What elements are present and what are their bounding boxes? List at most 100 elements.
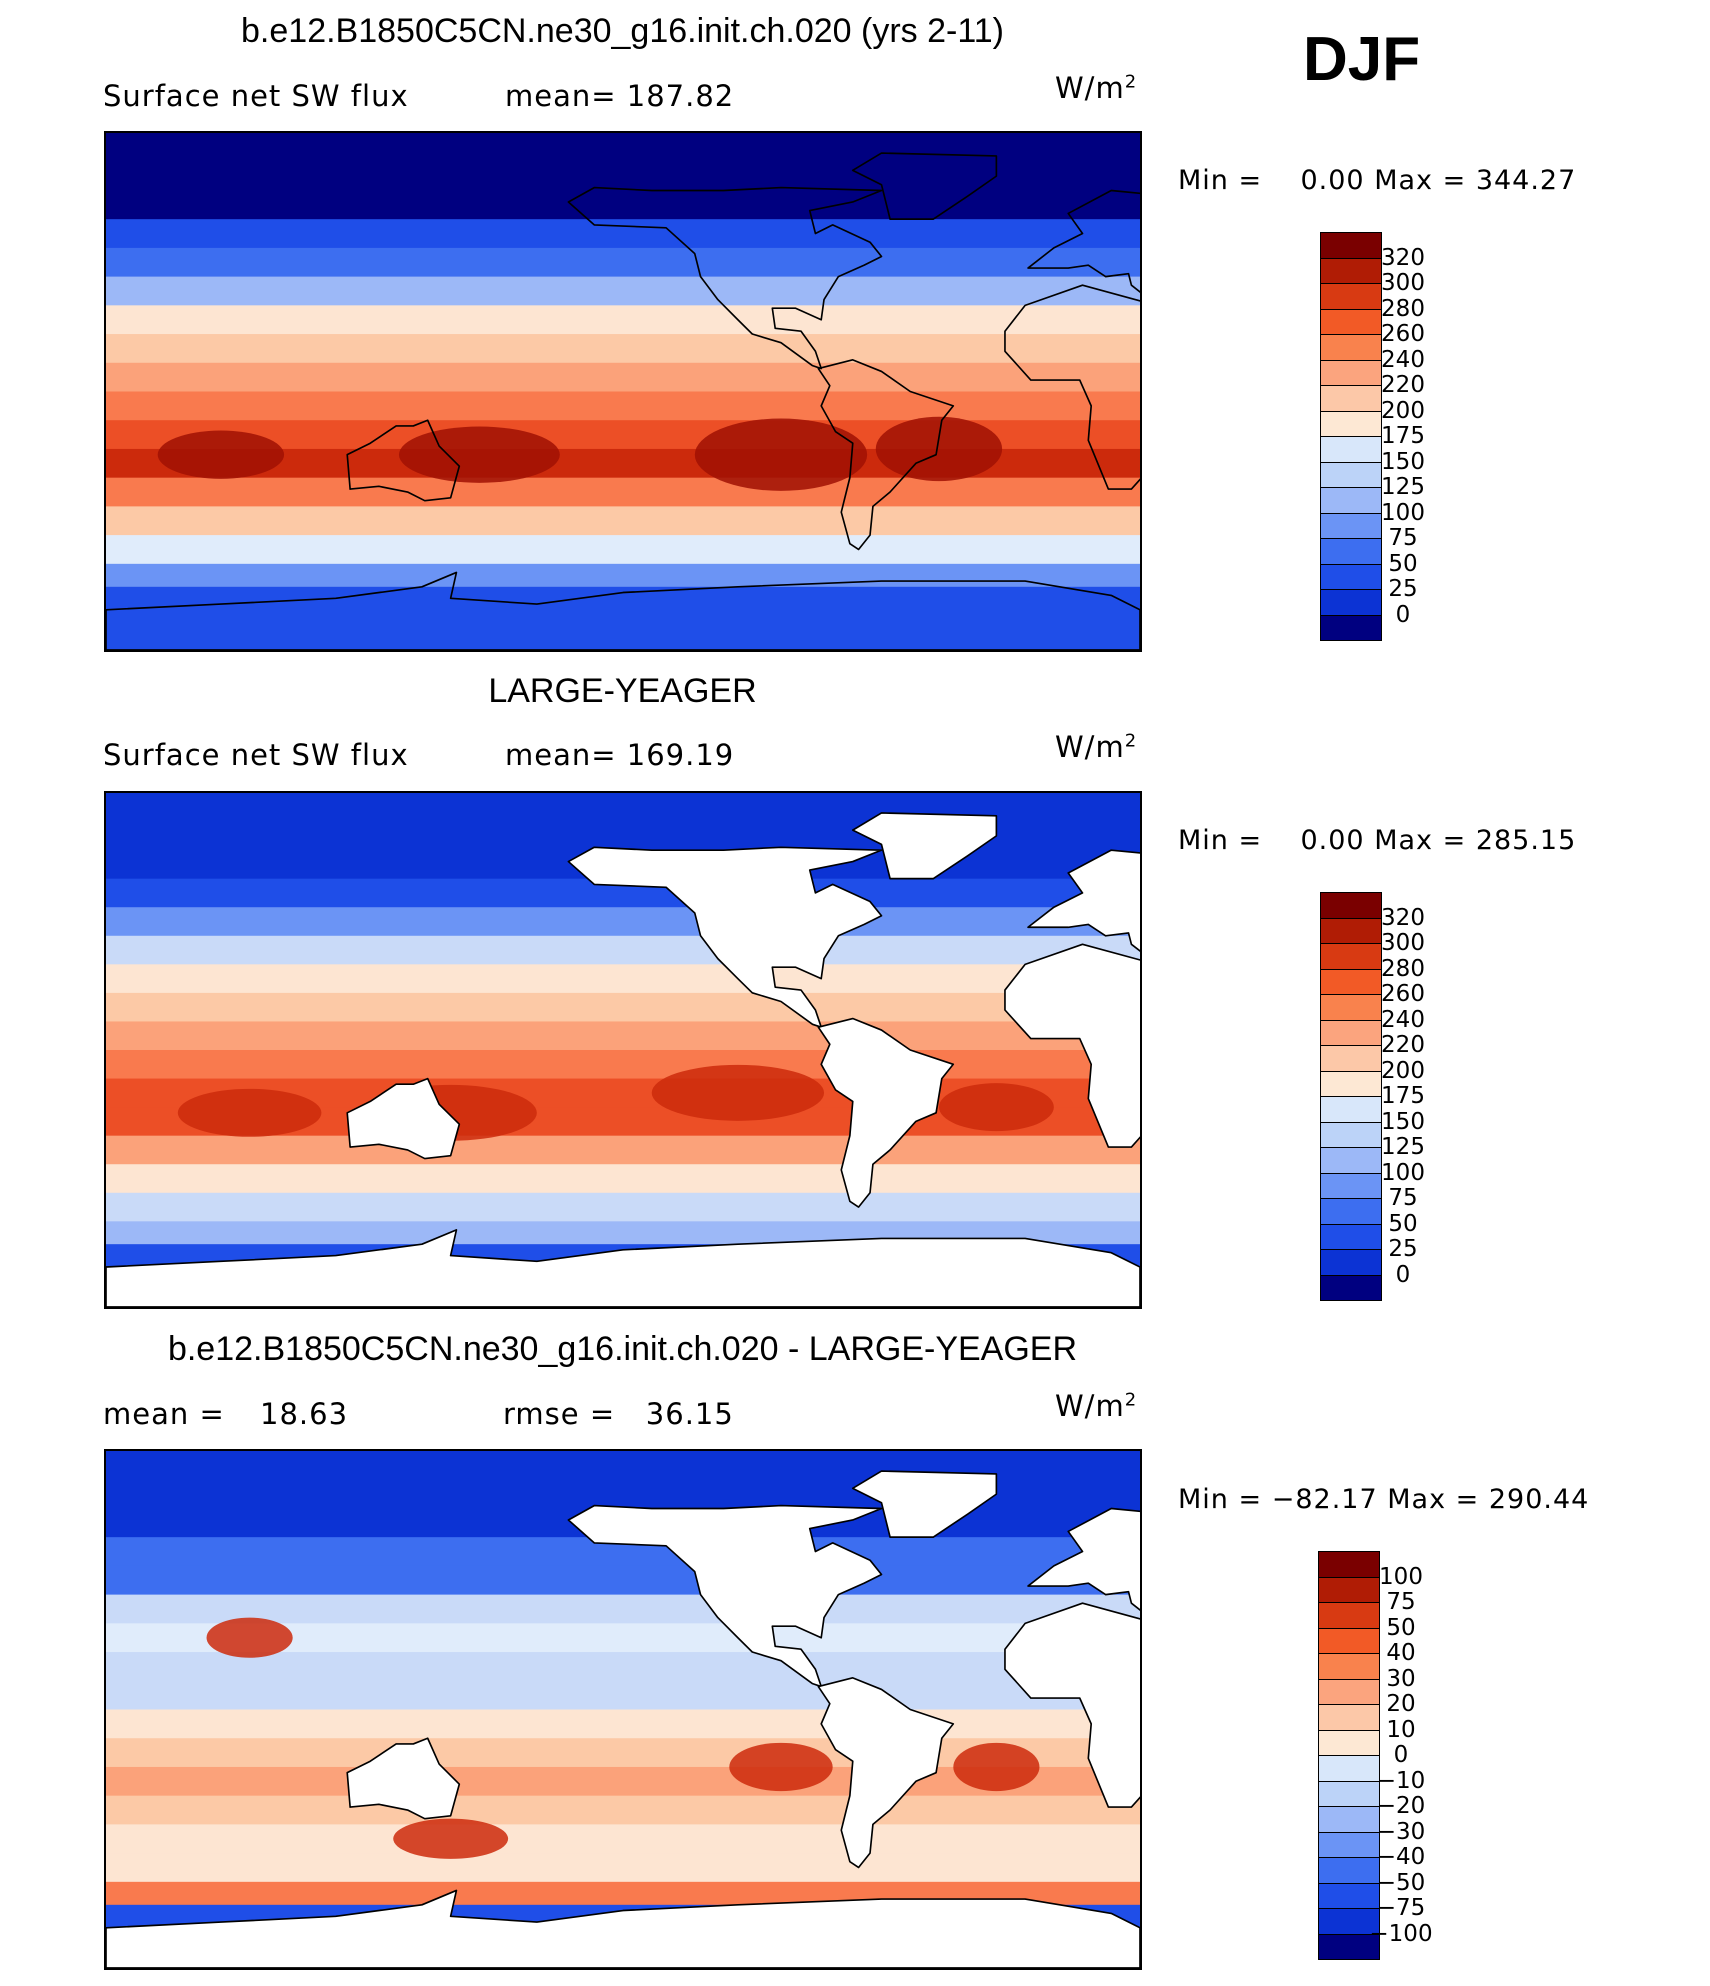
- colorbar-swatch: [1320, 969, 1382, 995]
- field-band: [106, 1594, 1140, 1624]
- colorbar-swatch: [1318, 1781, 1380, 1807]
- panel-3-rmse: rmse = 36.15: [503, 1397, 734, 1431]
- panel-1-map: [104, 131, 1142, 652]
- colorbar-tick-label: 0: [1395, 601, 1411, 628]
- colorbar-tick-label: 280: [1381, 955, 1425, 982]
- colorbar-swatch: [1320, 1097, 1382, 1123]
- field-band: [106, 907, 1140, 937]
- colorbar-swatch: [1318, 1705, 1380, 1731]
- panel-2-max-label: Max =: [1374, 825, 1467, 856]
- panel-1-units: W/m2: [1055, 71, 1137, 105]
- colorbar-tick-label: 10: [1386, 1716, 1416, 1743]
- colorbar-swatch: [1318, 1679, 1380, 1705]
- continent-greenland: [851, 812, 998, 880]
- colorbar-tick-label: −30: [1376, 1818, 1426, 1845]
- field-maximum: [206, 1617, 293, 1658]
- panel-3-rmse-value: 36.15: [645, 1397, 734, 1431]
- continent-namerica: [567, 186, 883, 370]
- continent-australia: [346, 1737, 461, 1820]
- season-label: DJF: [1303, 25, 1421, 94]
- field-band: [106, 563, 1140, 588]
- continent-eurasia: [1027, 849, 1140, 953]
- field-band: [106, 964, 1140, 994]
- colorbar-swatch: [1318, 1934, 1380, 1960]
- panel-1-variable-label: Surface net SW flux: [103, 79, 409, 113]
- colorbar-tick-label: 40: [1386, 1640, 1416, 1666]
- panel-1-units-text: W/m: [1055, 71, 1125, 105]
- field-band: [106, 133, 1140, 220]
- colorbar-tick-label: 0: [1393, 1742, 1409, 1768]
- colorbar-swatch: [1320, 539, 1382, 565]
- continent-australia: [346, 419, 461, 502]
- panel-1-colorbar: [1320, 232, 1382, 641]
- field-band: [106, 362, 1140, 393]
- colorbar-swatch: [1320, 437, 1382, 463]
- continent-namerica: [567, 846, 883, 1029]
- colorbar-tick-label: 220: [1381, 372, 1425, 398]
- field-band: [106, 506, 1140, 536]
- colorbar-tick-label: 260: [1381, 981, 1425, 1007]
- continent-greenland: [851, 1470, 998, 1538]
- colorbar-swatch: [1318, 1654, 1380, 1680]
- colorbar-tick-label: 200: [1381, 1057, 1425, 1084]
- colorbar-tick-label: 200: [1381, 397, 1425, 424]
- colorbar-tick-label: 280: [1381, 295, 1425, 322]
- colorbar-swatch: [1320, 1071, 1382, 1097]
- colorbar-tick-label: 150: [1381, 1108, 1425, 1135]
- colorbar-tick-label: 175: [1381, 1083, 1425, 1109]
- field-maximum: [651, 1064, 825, 1121]
- colorbar-swatch: [1320, 564, 1382, 590]
- colorbar-swatch: [1320, 1224, 1382, 1250]
- panel-2-mean: mean= 169.19: [505, 738, 734, 772]
- colorbar-tick-label: 260: [1381, 321, 1425, 347]
- colorbar-tick-label: 100: [1381, 499, 1425, 526]
- panel-3-map: [104, 1449, 1142, 1970]
- colorbar-swatch: [1320, 232, 1382, 259]
- panel-1-max-label: Max =: [1374, 165, 1467, 196]
- field-band: [106, 1853, 1140, 1883]
- field-map: [106, 133, 1140, 650]
- colorbar-tick-label: −20: [1376, 1793, 1426, 1819]
- continent-antarctica: [106, 1889, 1140, 1968]
- colorbar-swatch: [1320, 1173, 1382, 1199]
- colorbar-swatch: [1320, 309, 1382, 335]
- panel-2-colorbar: [1320, 892, 1382, 1301]
- panel-3-max-label: Max =: [1387, 1484, 1480, 1515]
- panel-2-units: W/m2: [1055, 730, 1137, 764]
- colorbar-swatch: [1320, 1046, 1382, 1072]
- colorbar-swatch: [1320, 1122, 1382, 1148]
- colorbar-swatch: [1320, 1199, 1382, 1225]
- colorbar-swatch: [1318, 1628, 1380, 1654]
- colorbar-tick-label: 75: [1386, 1589, 1416, 1615]
- panel-3-mean-label: mean =: [103, 1397, 225, 1431]
- colorbar-swatch: [1320, 335, 1382, 361]
- continent-australia: [346, 1077, 461, 1160]
- field-band: [106, 1565, 1140, 1596]
- colorbar-swatch: [1320, 615, 1382, 641]
- field-band: [106, 305, 1140, 335]
- colorbar-tick-label: 220: [1381, 1032, 1425, 1058]
- colorbar-swatch: [1318, 1858, 1380, 1884]
- continent-africa: [1004, 943, 1140, 1148]
- field-band: [106, 1135, 1140, 1165]
- colorbar-tick-label: 50: [1386, 1614, 1416, 1641]
- panel-3-units-text: W/m: [1055, 1389, 1125, 1423]
- colorbar-swatch: [1320, 386, 1382, 412]
- panel-1-mean-label: mean=: [505, 79, 617, 113]
- continent-eurasia: [1027, 1507, 1140, 1611]
- panel-2-min-value: 0.00: [1300, 825, 1365, 856]
- colorbar-tick-label: 0: [1395, 1261, 1411, 1288]
- continent-africa: [1004, 284, 1140, 490]
- field-band: [106, 276, 1140, 306]
- panel-2-units-text: W/m: [1055, 730, 1125, 764]
- colorbar-swatch: [1320, 944, 1382, 970]
- continent-samerica: [817, 359, 955, 551]
- panel-3-min-label: Min =: [1178, 1484, 1263, 1515]
- colorbar-tick-label: 25: [1388, 1236, 1418, 1262]
- colorbar-tick-label: −75: [1376, 1895, 1426, 1921]
- colorbar-swatch: [1320, 258, 1382, 284]
- panel-2-mean-value: 169.19: [626, 738, 735, 772]
- panel-3-units: W/m2: [1055, 1389, 1137, 1423]
- panel-1-min-label: Min =: [1178, 165, 1263, 196]
- colorbar-tick-label: 100: [1379, 1563, 1423, 1590]
